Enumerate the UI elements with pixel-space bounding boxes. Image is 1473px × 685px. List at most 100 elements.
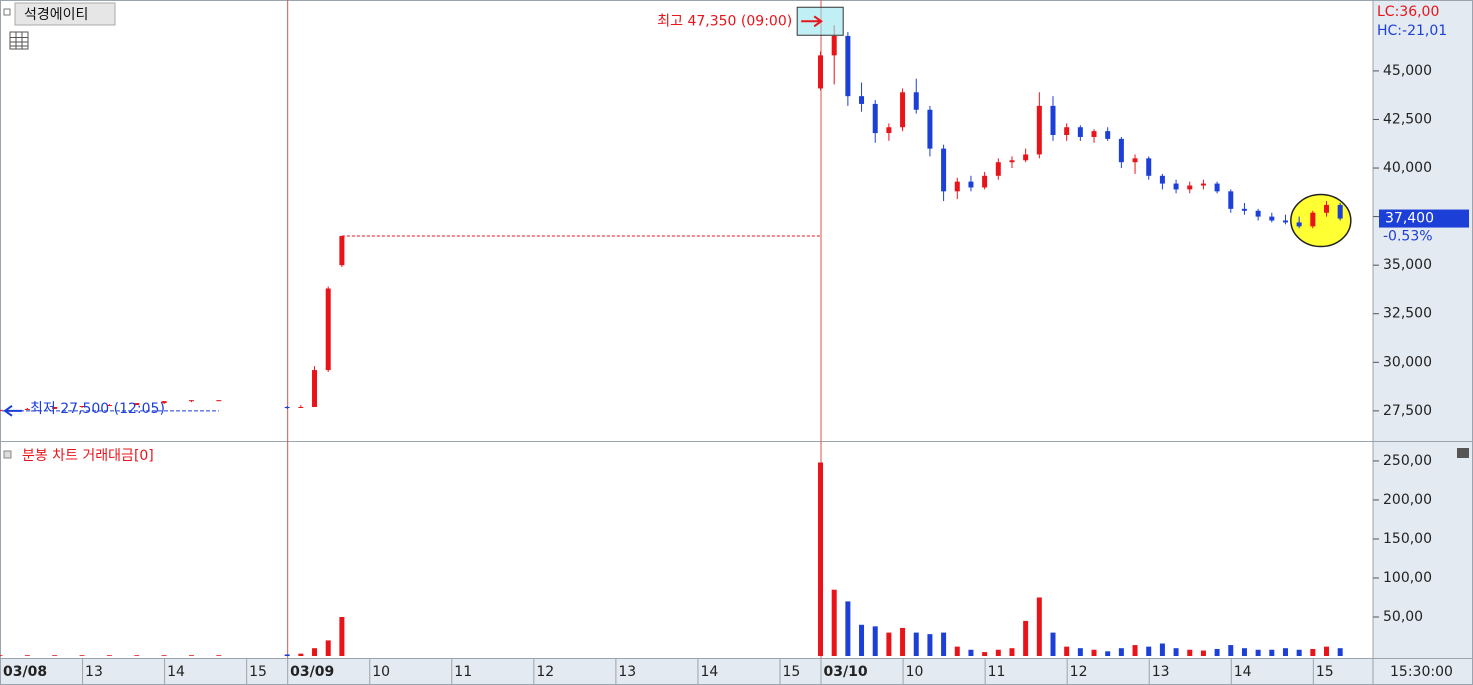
x-tick-label: 11 <box>454 664 472 680</box>
volume-bar <box>1050 632 1056 656</box>
volume-bar <box>831 589 837 656</box>
volume-bar <box>982 652 988 656</box>
volume-bar <box>1200 650 1206 656</box>
x-tick-label: 13 <box>85 664 103 680</box>
candle-body <box>886 127 892 134</box>
volume-bar <box>52 655 58 656</box>
x-tick-label: 15 <box>249 664 267 680</box>
y-tick-label: 150,00 <box>1383 531 1432 547</box>
volume-bar <box>1105 651 1111 656</box>
y-axis-panel <box>1373 1 1472 658</box>
chart-title: 석경에이티 <box>24 7 88 23</box>
last-price: 37,400 <box>1385 211 1434 227</box>
candle-body <box>161 401 167 404</box>
volume-bar <box>134 655 140 656</box>
candle-body <box>1091 131 1097 137</box>
x-tick-label: 15 <box>1316 664 1334 680</box>
y-tick-label: 50,00 <box>1383 609 1423 625</box>
candle-body <box>927 109 933 149</box>
volume-bar <box>1324 646 1330 656</box>
candle-body <box>1282 220 1288 223</box>
highlight <box>1290 193 1352 248</box>
annotation: 최저 27,500 (12:05) <box>30 401 165 417</box>
volume-bar <box>954 646 960 656</box>
candle-body <box>968 181 974 188</box>
icon[interactable] <box>3 8 11 16</box>
volume-bar <box>325 640 331 656</box>
volume-bar <box>1146 646 1152 656</box>
candle-body <box>1132 158 1138 163</box>
candle-body <box>1214 183 1220 192</box>
icon[interactable] <box>3 450 12 459</box>
candle-body <box>954 181 960 192</box>
x-tick-label: 15 <box>782 664 800 680</box>
candle-body <box>1228 191 1234 209</box>
volume-bar <box>941 632 947 656</box>
y-tick-label: 45,000 <box>1383 63 1432 79</box>
y-tick-label: 32,500 <box>1383 306 1432 322</box>
table-icon[interactable] <box>9 31 29 50</box>
last-price-box <box>1379 209 1469 228</box>
x-tick-label: 14 <box>167 664 185 680</box>
volume-bar <box>1282 648 1288 656</box>
x-tick-label: 14 <box>1234 664 1252 680</box>
candle-body <box>1159 175 1165 184</box>
candle-body <box>1337 204 1343 219</box>
volume-bar <box>859 624 865 656</box>
candle-body <box>1241 208 1247 211</box>
volume-bar <box>913 632 919 656</box>
candle-body <box>859 96 865 104</box>
candle-body <box>1064 127 1070 136</box>
volume-bar <box>1310 648 1316 656</box>
x-tick-label: 03/08 <box>3 664 47 680</box>
candle-body <box>1023 154 1029 161</box>
y-tick-label: 250,00 <box>1383 453 1432 469</box>
candle-body <box>941 148 947 192</box>
candle-body <box>1077 127 1083 137</box>
x-tick-label: 11 <box>988 664 1006 680</box>
candle-body <box>1269 216 1275 221</box>
volume-bar <box>1214 648 1220 656</box>
candle-body <box>312 370 318 407</box>
x-tick-label: 10 <box>906 664 924 680</box>
y-tick-label: 30,000 <box>1383 354 1432 370</box>
volume-bar <box>900 627 906 656</box>
candle-body <box>1105 131 1111 139</box>
volume-bar <box>1023 620 1029 656</box>
candle-body <box>913 92 919 110</box>
volume-bar <box>1036 597 1042 656</box>
volume-bar <box>298 653 304 656</box>
candle-body <box>1310 212 1316 227</box>
volume-bar <box>1187 649 1193 656</box>
volume-bar <box>927 634 933 656</box>
candle-body <box>818 55 824 89</box>
volume-bar <box>188 655 194 656</box>
annotation: 최고 47,350 (09:00) <box>657 13 792 29</box>
candle-body <box>1146 158 1152 176</box>
arrow <box>3 405 22 417</box>
volume-bar <box>1009 648 1015 656</box>
close-icon[interactable] <box>1457 448 1469 458</box>
candle-body <box>339 236 345 266</box>
volume-bar <box>845 601 851 656</box>
x-tick-label: 12 <box>536 664 554 680</box>
volume-bar <box>0 655 3 656</box>
volume-title: 분봉 차트 거래대금[0] <box>22 448 154 464</box>
volume-bar <box>1255 649 1261 656</box>
volume-bar <box>995 649 1001 656</box>
volume-bar <box>1241 648 1247 656</box>
y-tick-label: 40,000 <box>1383 160 1432 176</box>
candle-body <box>1009 160 1015 163</box>
x-tick-label: 03/09 <box>290 664 334 680</box>
x-tick-label: 10 <box>372 664 390 680</box>
title-box[interactable] <box>14 2 116 26</box>
y-tick-label: 100,00 <box>1383 570 1432 586</box>
volume-bar <box>284 654 290 656</box>
table-icon-grid <box>10 32 28 49</box>
volume-bar <box>161 655 167 656</box>
candle-body <box>284 406 290 408</box>
volume-bar <box>339 616 345 656</box>
